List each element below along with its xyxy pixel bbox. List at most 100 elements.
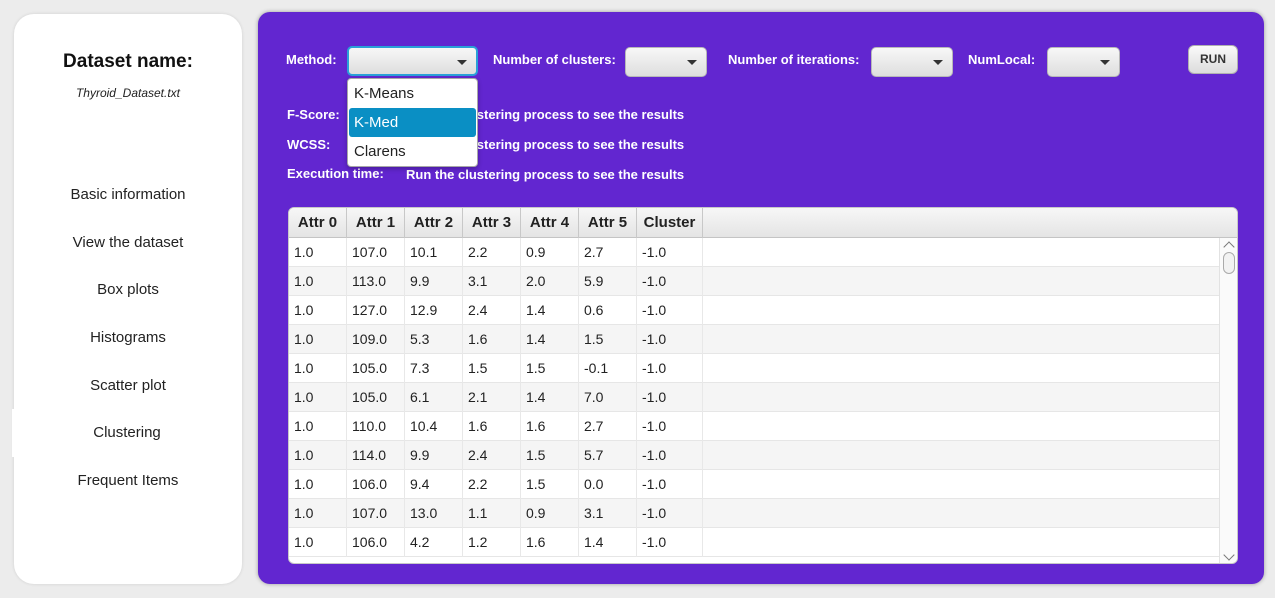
sidebar-item-basic-information[interactable]: Basic information xyxy=(70,186,186,203)
table-row[interactable]: 1.0 106.0 4.2 1.2 1.6 1.4 -1.0 xyxy=(289,528,1219,557)
table-cell: 1.4 xyxy=(521,325,579,354)
table-row[interactable]: 1.0 109.0 5.3 1.6 1.4 1.5 -1.0 xyxy=(289,325,1219,354)
table-row[interactable]: 1.0 105.0 6.1 2.1 1.4 7.0 -1.0 xyxy=(289,383,1219,412)
table-cell: 1.5 xyxy=(463,354,521,383)
table-cell: 1.6 xyxy=(521,412,579,441)
table-cell: 1.2 xyxy=(463,528,521,557)
numlocal-label: NumLocal: xyxy=(968,52,1036,67)
column-header-cluster[interactable]: Cluster xyxy=(637,208,703,238)
table-cell: 0.9 xyxy=(521,499,579,528)
table-cell: 13.0 xyxy=(405,499,463,528)
sidebar-item-box-plots[interactable]: Box plots xyxy=(97,281,159,299)
table-cell: 113.0 xyxy=(347,267,405,296)
dataset-table[interactable]: Attr 0 Attr 1 Attr 2 Attr 3 Attr 4 Attr … xyxy=(288,207,1238,564)
execution-time-label: Execution time: xyxy=(287,166,384,181)
method-option-clarens[interactable]: Clarens xyxy=(354,143,406,160)
sidebar-item-histograms[interactable]: Histograms xyxy=(90,329,166,347)
sidebar-item-scatter-plot[interactable]: Scatter plot xyxy=(90,376,166,394)
table-cell: 1.0 xyxy=(289,354,347,383)
sidebar: Dataset name: Thyroid_Dataset.txt Basic … xyxy=(12,14,242,584)
table-cell: 1.5 xyxy=(521,470,579,499)
table-row[interactable]: 1.0 110.0 10.4 1.6 1.6 2.7 -1.0 xyxy=(289,412,1219,441)
scroll-up-icon[interactable] xyxy=(1223,241,1235,253)
table-cell: 1.0 xyxy=(289,528,347,557)
column-header-attr-0[interactable]: Attr 0 xyxy=(289,208,347,238)
iterations-select[interactable] xyxy=(871,47,953,77)
table-cell: 1.6 xyxy=(463,325,521,354)
table-row[interactable]: 1.0 107.0 13.0 1.1 0.9 3.1 -1.0 xyxy=(289,499,1219,528)
table-cell: -1.0 xyxy=(637,412,703,441)
table-cell: 2.4 xyxy=(463,296,521,325)
table-cell: 110.0 xyxy=(347,412,405,441)
method-option-kmed[interactable]: K-Med xyxy=(349,108,476,137)
table-cell: 1.5 xyxy=(521,354,579,383)
table-cell: 1.0 xyxy=(289,412,347,441)
table-cell: 5.3 xyxy=(405,325,463,354)
table-cell: 106.0 xyxy=(347,528,405,557)
table-cell: 106.0 xyxy=(347,470,405,499)
column-header-attr-5[interactable]: Attr 5 xyxy=(579,208,637,238)
table-cell: 1.4 xyxy=(521,383,579,412)
table-cell: 1.4 xyxy=(579,528,637,557)
method-select[interactable] xyxy=(347,46,478,76)
chevron-down-icon xyxy=(1100,60,1110,65)
table-cell: 1.0 xyxy=(289,441,347,470)
sidebar-item-view-dataset[interactable]: View the dataset xyxy=(72,233,184,251)
table-cell: 9.9 xyxy=(405,267,463,296)
table-row[interactable]: 1.0 107.0 10.1 2.2 0.9 2.7 -1.0 xyxy=(289,238,1219,267)
table-cell: 4.2 xyxy=(405,528,463,557)
table-cell: 1.0 xyxy=(289,470,347,499)
chevron-down-icon xyxy=(687,60,697,65)
table-cell: -1.0 xyxy=(637,238,703,267)
clusters-label: Number of clusters: xyxy=(493,52,616,67)
table-cell: -1.0 xyxy=(637,441,703,470)
table-cell: 0.0 xyxy=(579,470,637,499)
table-row[interactable]: 1.0 113.0 9.9 3.1 2.0 5.9 -1.0 xyxy=(289,267,1219,296)
method-label: Method: xyxy=(286,52,337,67)
scroll-down-icon[interactable] xyxy=(1223,549,1235,561)
sidebar-item-frequent-items[interactable]: Frequent Items xyxy=(77,472,179,490)
column-header-attr-2[interactable]: Attr 2 xyxy=(405,208,463,238)
execution-time-value: Run the clustering process to see the re… xyxy=(406,167,685,182)
table-cell: -1.0 xyxy=(637,354,703,383)
table-cell: 107.0 xyxy=(347,238,405,267)
run-button[interactable]: RUN xyxy=(1188,45,1238,74)
table-cell: 1.5 xyxy=(579,325,637,354)
table-cell: 1.4 xyxy=(521,296,579,325)
scrollbar-thumb[interactable] xyxy=(1223,252,1235,274)
column-header-attr-3[interactable]: Attr 3 xyxy=(463,208,521,238)
table-cell: 6.1 xyxy=(405,383,463,412)
table-cell: -0.1 xyxy=(579,354,637,383)
table-cell: 12.9 xyxy=(405,296,463,325)
table-cell: 2.7 xyxy=(579,238,637,267)
sidebar-item-clustering[interactable]: Clustering xyxy=(12,409,242,458)
column-header-attr-1[interactable]: Attr 1 xyxy=(347,208,405,238)
table-cell: 127.0 xyxy=(347,296,405,325)
table-row[interactable]: 1.0 105.0 7.3 1.5 1.5 -0.1 -1.0 xyxy=(289,354,1219,383)
method-dropdown-list: K-Means K-Med Clarens xyxy=(347,78,478,167)
table-row[interactable]: 1.0 106.0 9.4 2.2 1.5 0.0 -1.0 xyxy=(289,470,1219,499)
table-cell: 7.3 xyxy=(405,354,463,383)
table-cell: -1.0 xyxy=(637,528,703,557)
table-cell: 9.4 xyxy=(405,470,463,499)
table-cell: 2.2 xyxy=(463,470,521,499)
wcss-label: WCSS: xyxy=(287,137,331,152)
iterations-label: Number of iterations: xyxy=(728,52,860,67)
numlocal-select[interactable] xyxy=(1047,47,1120,77)
table-body: 1.0 107.0 10.1 2.2 0.9 2.7 -1.0 1.0 113.0 9.9 3.1 2… xyxy=(289,238,1219,557)
vertical-scrollbar[interactable] xyxy=(1219,238,1237,563)
method-option-kmeans[interactable]: K-Means xyxy=(354,85,415,102)
dataset-name-label: Dataset name: xyxy=(63,51,193,72)
column-header-attr-4[interactable]: Attr 4 xyxy=(521,208,579,238)
table-cell: 5.9 xyxy=(579,267,637,296)
table-cell: 2.0 xyxy=(521,267,579,296)
clusters-select[interactable] xyxy=(625,47,707,77)
table-row[interactable]: 1.0 127.0 12.9 2.4 1.4 0.6 -1.0 xyxy=(289,296,1219,325)
fscore-label: F-Score: xyxy=(287,107,340,122)
table-cell: 10.1 xyxy=(405,238,463,267)
table-cell: -1.0 xyxy=(637,296,703,325)
table-cell: -1.0 xyxy=(637,383,703,412)
table-row[interactable]: 1.0 114.0 9.9 2.4 1.5 5.7 -1.0 xyxy=(289,441,1219,470)
table-cell: 3.1 xyxy=(579,499,637,528)
table-cell: 105.0 xyxy=(347,383,405,412)
